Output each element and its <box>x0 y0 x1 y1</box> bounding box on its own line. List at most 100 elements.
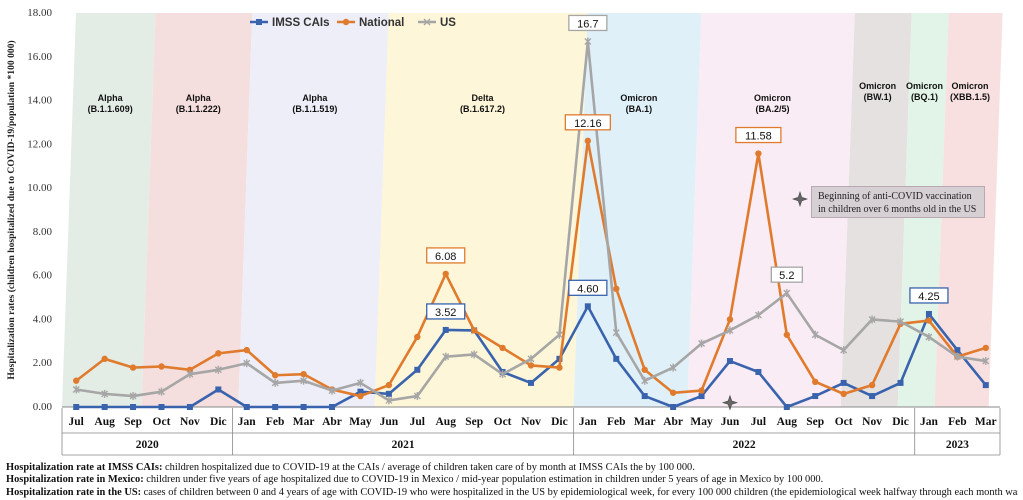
data-point <box>698 387 705 394</box>
variant-band-3 <box>374 13 588 407</box>
variant-label-7: Omicron(BQ.1) <box>906 81 943 102</box>
data-point <box>413 392 421 401</box>
data-label-box <box>909 287 949 304</box>
data-point <box>328 386 336 395</box>
data-point <box>840 390 847 398</box>
data-point <box>470 350 478 359</box>
data-point <box>329 404 336 410</box>
y-tick-label: 10.00 <box>27 182 52 194</box>
data-point <box>527 362 535 369</box>
data-label: 16.7 <box>568 14 608 32</box>
data-point <box>613 285 620 292</box>
data-point <box>670 404 677 410</box>
vaccination-note: Beginning of anti-COVID vaccination in c… <box>811 186 985 218</box>
variant-band-5 <box>687 13 855 407</box>
data-label: 4.60 <box>568 279 608 296</box>
data-point <box>982 344 989 352</box>
data-point <box>556 364 563 371</box>
data-label-box <box>770 266 803 283</box>
data-point <box>414 366 421 373</box>
footnote-us: Hospitalization rate in the US: cases of… <box>6 486 1018 498</box>
data-point <box>357 388 364 395</box>
data-label-box <box>426 247 466 264</box>
data-label: 3.52 <box>426 303 466 320</box>
y-tick-label: 12.00 <box>27 138 52 150</box>
data-point <box>72 385 80 394</box>
data-point <box>186 366 194 373</box>
data-point <box>442 352 450 361</box>
y-tick-label: 2.00 <box>33 357 53 369</box>
data-point <box>527 354 535 363</box>
legend: IMSS CAIs National US <box>250 17 456 29</box>
data-label-box <box>735 126 782 144</box>
variant-code: (BA.2/5) <box>755 104 789 114</box>
data-point <box>73 377 80 384</box>
data-point <box>783 289 791 298</box>
data-label: 12.16 <box>564 114 611 131</box>
data-point <box>272 404 279 410</box>
x-tick-label: Mar <box>975 416 997 428</box>
data-point <box>243 346 250 354</box>
data-point <box>414 333 421 341</box>
y-tick-label: 18.00 <box>27 7 52 19</box>
data-point <box>925 317 933 324</box>
year-label: 2023 <box>946 439 969 451</box>
legend-label: US <box>440 17 456 29</box>
x-tick-label: Aug <box>94 416 115 428</box>
variant-name: Omicron <box>952 81 989 91</box>
data-point <box>357 392 364 400</box>
data-point <box>584 303 591 310</box>
data-label-text: 12.16 <box>574 118 602 130</box>
data-point <box>129 364 137 371</box>
data-point <box>812 393 819 400</box>
variant-code: (XBB.1.5) <box>950 92 990 102</box>
data-point <box>129 392 137 401</box>
data-point <box>385 381 393 389</box>
data-label: 11.58 <box>735 126 782 144</box>
x-tick-label: Oct <box>494 416 512 428</box>
data-point <box>698 393 705 400</box>
hospitalization-chart: Alpha(B.1.1.609)Alpha(B.1.1.222)Alpha(B.… <box>6 7 1003 456</box>
variant-name: Omicron <box>754 93 791 103</box>
data-point <box>584 37 592 46</box>
x-tick-label: Oct <box>835 416 853 428</box>
x-tick-label: Nov <box>521 416 541 428</box>
variant-code: (BW.1) <box>864 92 892 102</box>
variant-label-8: Omicron(XBB.1.5) <box>950 81 990 102</box>
data-point <box>385 396 393 405</box>
data-point <box>356 378 364 387</box>
variant-name: Omicron <box>859 81 896 91</box>
data-point <box>897 317 905 326</box>
data-point <box>925 332 933 341</box>
y-tick-label: 0.00 <box>33 401 53 413</box>
data-point <box>214 365 222 374</box>
series-imss-cais <box>73 303 989 410</box>
x-tick-label: Oct <box>153 416 171 428</box>
variant-name: Omicron <box>906 81 943 91</box>
variant-label-6: Omicron(BW.1) <box>859 81 896 102</box>
footnote-imss: Hospitalization rate at IMSS CAIs: child… <box>6 462 695 473</box>
legend-label: IMSS CAIs <box>272 17 330 29</box>
variant-name: Alpha <box>302 93 328 103</box>
x-tick-label: Feb <box>607 416 626 428</box>
variant-code: (B.1.617.2) <box>460 104 505 114</box>
data-label: 4.25 <box>909 287 949 304</box>
data-point <box>300 370 307 378</box>
year-label: 2020 <box>136 439 159 451</box>
data-point <box>982 382 989 389</box>
y-tick-label: 14.00 <box>27 95 52 107</box>
data-point <box>726 326 734 335</box>
data-point <box>470 327 478 334</box>
series-us <box>72 37 990 405</box>
data-point <box>669 389 677 396</box>
data-label-box <box>564 114 611 131</box>
data-point <box>840 379 847 386</box>
data-label-text: 4.25 <box>918 291 939 303</box>
variant-name: Alpha <box>186 93 212 103</box>
data-point <box>271 378 279 387</box>
x-tick-label: May <box>349 416 372 428</box>
vaccination-star-icon <box>722 394 738 411</box>
data-point <box>641 366 648 373</box>
variant-label-5: Omicron(BA.2/5) <box>754 93 791 114</box>
x-tick-label: Aug <box>436 416 457 428</box>
